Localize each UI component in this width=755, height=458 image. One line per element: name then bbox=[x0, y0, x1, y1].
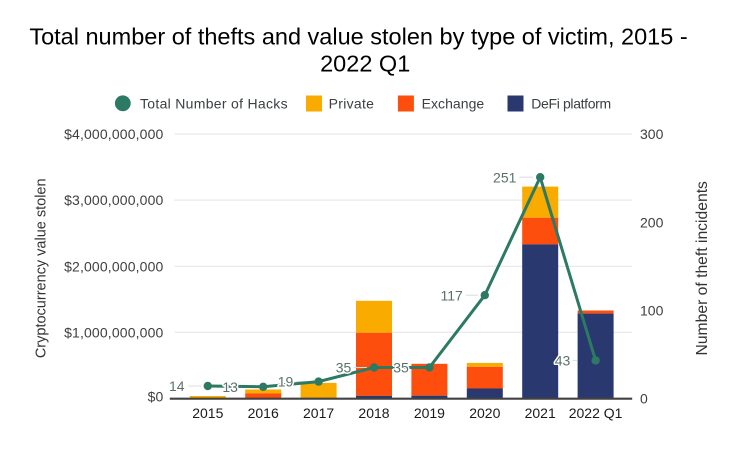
svg-text:2021: 2021 bbox=[525, 405, 556, 421]
svg-text:0: 0 bbox=[640, 390, 648, 406]
svg-text:$1,000,000,000: $1,000,000,000 bbox=[64, 324, 163, 340]
svg-text:300: 300 bbox=[640, 126, 664, 142]
svg-text:100: 100 bbox=[640, 302, 664, 318]
svg-text:2017: 2017 bbox=[303, 405, 334, 421]
svg-text:2019: 2019 bbox=[414, 405, 445, 421]
svg-text:13: 13 bbox=[222, 379, 238, 395]
svg-text:2018: 2018 bbox=[358, 405, 389, 421]
svg-text:200: 200 bbox=[640, 214, 664, 230]
svg-text:Private: Private bbox=[329, 96, 375, 112]
svg-text:2015: 2015 bbox=[192, 405, 223, 421]
svg-text:35: 35 bbox=[393, 360, 409, 376]
svg-text:$0: $0 bbox=[148, 388, 164, 404]
svg-text:$3,000,000,000: $3,000,000,000 bbox=[64, 192, 163, 208]
svg-text:Cryptocurrency value stolen: Cryptocurrency value stolen bbox=[34, 178, 50, 358]
svg-text:$2,000,000,000: $2,000,000,000 bbox=[64, 258, 163, 274]
svg-text:251: 251 bbox=[493, 169, 517, 185]
svg-text:DeFi platform: DeFi platform bbox=[531, 96, 610, 112]
svg-text:2020: 2020 bbox=[469, 405, 500, 421]
svg-text:19: 19 bbox=[278, 374, 294, 390]
svg-text:Total number of thefts and val: Total number of thefts and value stolen … bbox=[29, 24, 687, 50]
svg-text:Exchange: Exchange bbox=[422, 96, 485, 112]
svg-text:117: 117 bbox=[440, 287, 463, 303]
svg-text:Number of theft incidents: Number of theft incidents bbox=[694, 181, 711, 356]
svg-text:14: 14 bbox=[169, 378, 185, 394]
svg-text:2022 Q1: 2022 Q1 bbox=[320, 51, 410, 77]
svg-text:2022 Q1: 2022 Q1 bbox=[569, 405, 623, 421]
svg-text:Total Number of Hacks: Total Number of Hacks bbox=[140, 96, 288, 112]
svg-text:2016: 2016 bbox=[248, 405, 279, 421]
svg-text:$4,000,000,000: $4,000,000,000 bbox=[64, 126, 163, 142]
svg-text:43: 43 bbox=[555, 353, 571, 369]
svg-text:35: 35 bbox=[336, 360, 352, 376]
